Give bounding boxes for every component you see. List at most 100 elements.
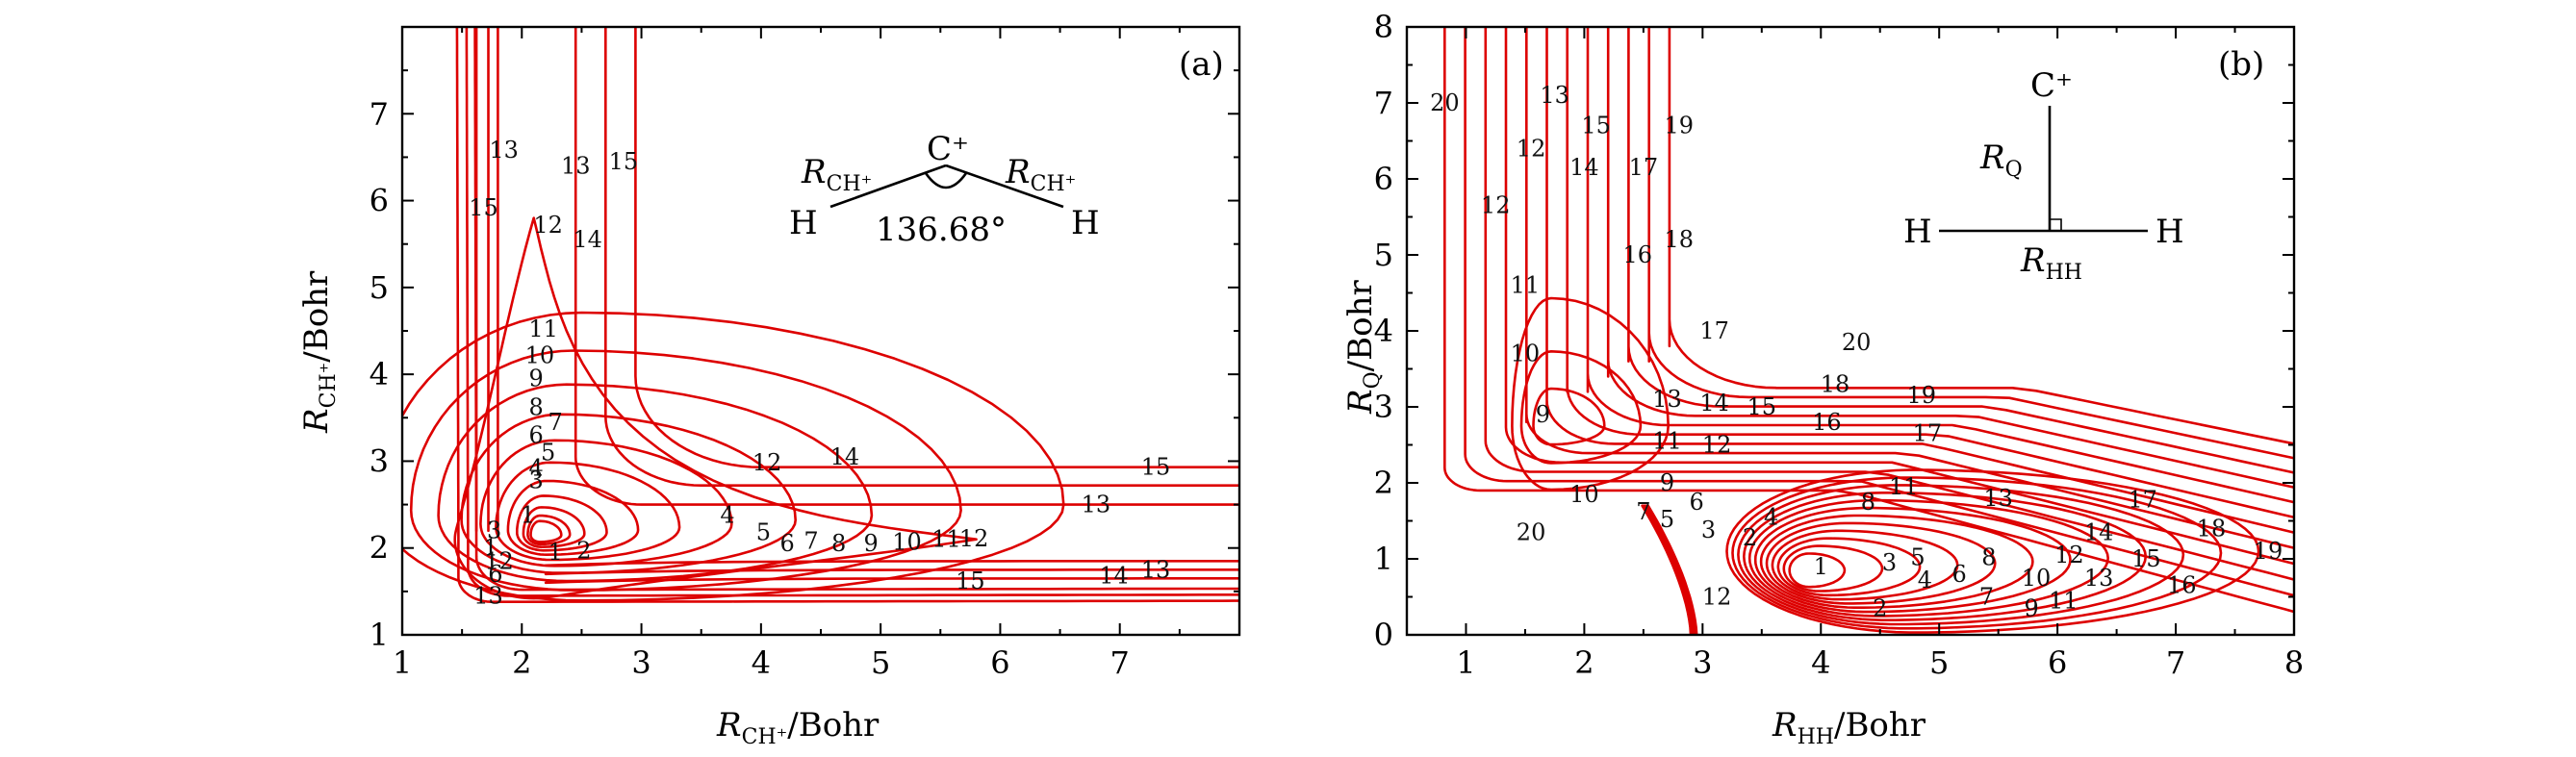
molecule-inset-a: C⁺ H H RCH⁺ RCH⁺ 136.68°: [789, 130, 1100, 249]
contour-line: [634, 27, 1239, 468]
contour-line: [526, 514, 572, 546]
contour-line: [1759, 514, 2034, 609]
contour-label: 19: [1906, 382, 1936, 409]
contour-label: 10: [2022, 565, 2052, 592]
bond-right-a: [945, 164, 1064, 209]
contour-label: 10: [892, 528, 922, 555]
y-tick-label: 5: [1374, 237, 1393, 273]
x-tick-label: 4: [752, 644, 771, 681]
x-tick-label: 1: [1456, 644, 1475, 681]
y-tick-label: 4: [370, 356, 389, 392]
contour-label: 11: [2049, 587, 2079, 614]
contour-label: 10: [1569, 481, 1599, 508]
panel-label-b: (b): [2218, 45, 2264, 84]
contour-label: 7: [803, 527, 818, 554]
y-tick-label: 7: [370, 95, 389, 132]
contour-line: [544, 568, 1239, 576]
contour-label: 14: [1699, 390, 1729, 416]
x-tick-label: 4: [1811, 644, 1830, 681]
contour-lines-b: [1443, 27, 2294, 635]
contour-label: 4: [720, 501, 734, 528]
angle-value-a: 136.68°: [876, 211, 1007, 249]
y-tick-label: 1: [1374, 541, 1393, 577]
contour-label: 17: [1913, 420, 1943, 447]
contour-line: [1731, 476, 2223, 630]
contour-label: 15: [469, 194, 498, 221]
contour-label: 12: [1702, 584, 1732, 611]
contour-line: [455, 27, 1239, 603]
contour-line: [1606, 27, 2294, 489]
contour-label: 6: [529, 421, 544, 448]
contour-label: 8: [1861, 489, 1875, 516]
x-tick-label: 6: [990, 644, 1009, 681]
y-tick-label: 2: [1374, 465, 1393, 501]
contour-label: 12: [1517, 135, 1546, 162]
contour-line: [1443, 27, 2294, 614]
bond-label-left-a: RCH⁺: [801, 153, 872, 196]
contour-label: 11: [528, 315, 558, 342]
angle-arc-a: [924, 172, 968, 189]
contour-label: 2: [1743, 524, 1757, 551]
y-tick-label: 2: [370, 530, 389, 567]
contour-label: 9: [2024, 594, 2038, 621]
contour-label: 5: [756, 518, 771, 545]
x-tick-label: 5: [871, 644, 890, 681]
atom-h-left-b: H: [1903, 213, 1932, 251]
atom-h-right-a: H: [1071, 204, 1100, 242]
contour-line: [1566, 27, 2294, 519]
contour-label: 2: [1873, 594, 1887, 621]
contour-lines-a: [402, 27, 1239, 603]
contour-label: 9: [1660, 469, 1674, 496]
contour-label: 13: [473, 582, 503, 609]
contour-line: [465, 27, 1239, 597]
y-tick-label: 3: [1374, 389, 1393, 425]
contour-label: 2: [498, 547, 513, 574]
contour-line: [544, 560, 1239, 568]
y-tick-label: 0: [1374, 617, 1393, 653]
contour-line: [1519, 350, 1643, 465]
contour-label: 15: [609, 148, 639, 175]
contour-line: [574, 27, 1239, 506]
x-tick-label: 3: [1693, 644, 1712, 681]
contour-label: 6: [488, 561, 502, 588]
contour-label: 17: [1699, 317, 1729, 344]
contour-label: 1: [483, 535, 497, 562]
contour-label: 20: [1842, 329, 1872, 356]
contour-label: 15: [956, 568, 985, 594]
contour-line: [529, 519, 563, 543]
contour-line: [1788, 552, 1847, 589]
contour-label: 3: [529, 467, 544, 493]
contour-line: [1545, 27, 2294, 535]
contour-label: 16: [1622, 241, 1652, 268]
contour-label: 12: [959, 525, 989, 552]
contour-label: 7: [1636, 498, 1650, 525]
contour-line: [1737, 484, 2185, 626]
contour-line: [1586, 27, 2294, 504]
contour-line: [1725, 468, 2260, 634]
contour-line: [1743, 491, 2148, 621]
contour-line: [516, 494, 608, 552]
contour-label: 7: [548, 409, 562, 436]
contour-label: 1: [548, 539, 562, 566]
contour-label: 18: [1821, 370, 1850, 397]
contour-label: 5: [1660, 506, 1674, 533]
contour-line: [544, 577, 1239, 585]
contour-line: [604, 27, 1239, 487]
contour-line: [1504, 27, 2294, 566]
contour-line: [1511, 296, 1670, 492]
x-axis-label-a: RCH⁺/Bohr: [716, 706, 880, 749]
bond-label-right-a: RCH⁺: [1005, 153, 1076, 196]
contour-label: 4: [529, 455, 544, 482]
contour-label: 1: [1814, 553, 1828, 580]
contour-line: [402, 311, 1065, 602]
atom-c-plus-b: C⁺: [2030, 66, 2073, 105]
contour-label: 8: [529, 393, 544, 420]
contour-line: [1668, 27, 2294, 445]
x-tick-label: 2: [512, 644, 531, 681]
contour-line: [1771, 529, 1959, 601]
x-tick-label: 7: [2166, 644, 2185, 681]
x-tick-label: 3: [631, 644, 650, 681]
x-axis-label-b: RHH/Bohr: [1772, 706, 1926, 749]
contour-line: [1647, 27, 2294, 460]
